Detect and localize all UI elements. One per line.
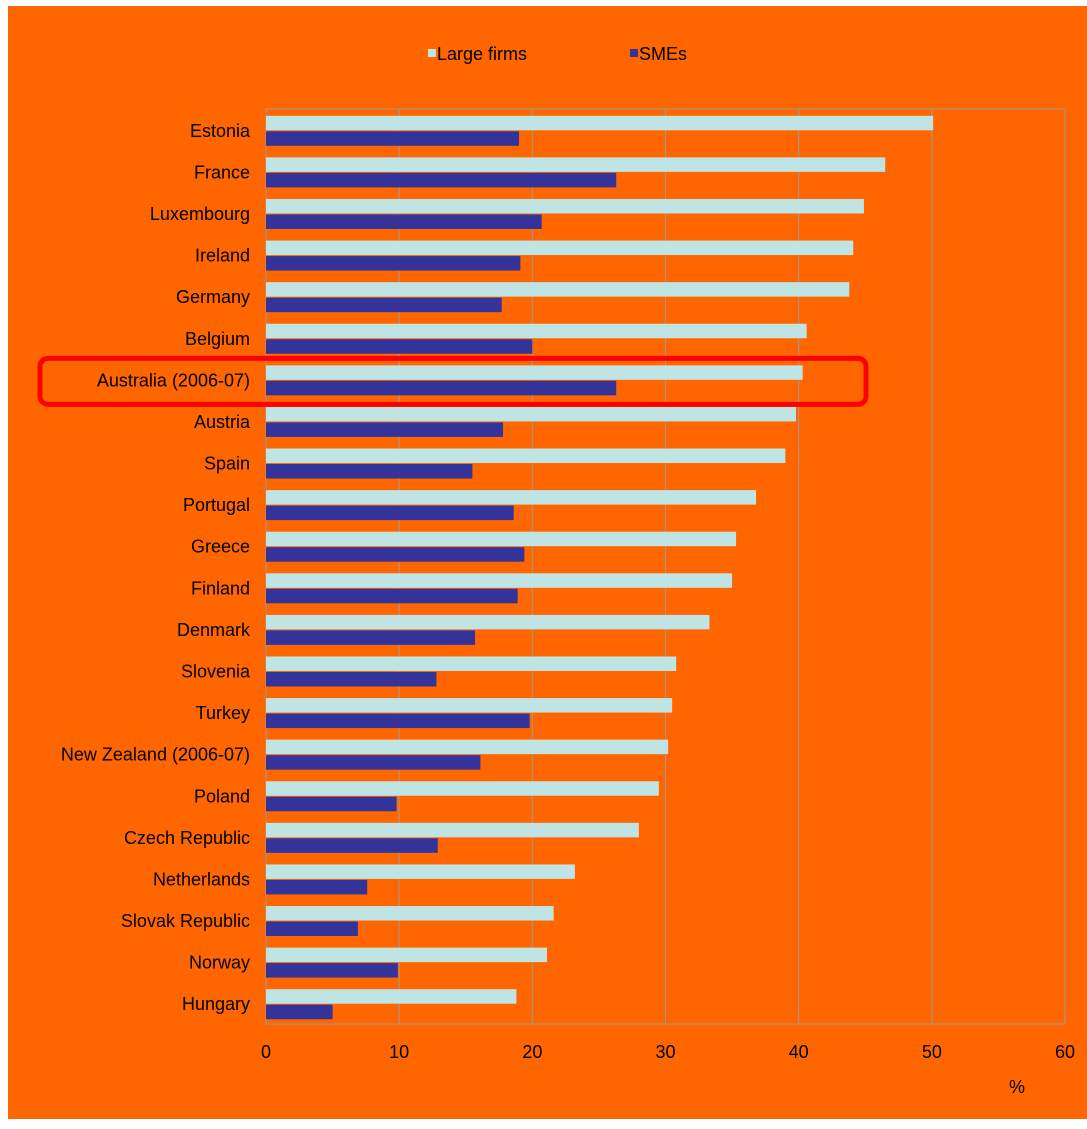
category-label: Poland <box>194 786 250 806</box>
bar-smes-slovenia <box>266 671 437 687</box>
bar-smes-czech-republic <box>266 838 438 853</box>
category-label: Portugal <box>183 495 250 515</box>
category-label: Estonia <box>190 121 251 141</box>
category-label: Australia (2006-07) <box>97 370 250 390</box>
bar-large-firms-czech-republic <box>266 822 639 838</box>
category-label: Austria <box>194 412 251 432</box>
legend-label-smes: SMEs <box>639 44 687 64</box>
bar-smes-portugal <box>266 505 514 521</box>
highlight-box <box>37 355 869 407</box>
category-label: New Zealand (2006-07) <box>61 745 250 765</box>
bar-smes-new-zealand-2006-07 <box>266 755 481 770</box>
bar-smes-netherlands <box>266 879 368 895</box>
category-label: Finland <box>191 578 250 598</box>
legend-swatch-large-firms <box>428 49 436 57</box>
bar-smes-spain <box>266 464 473 479</box>
category-label: Spain <box>204 454 250 474</box>
bar-chart: 0 10 20 30 40 50 60% Estonia France Luxembourg Ire… <box>37 44 1075 1097</box>
x-tick-label: 0 <box>261 1042 271 1062</box>
bar-large-firms-france <box>266 157 886 172</box>
category-label: Luxembourg <box>150 204 250 224</box>
bar-large-firms-belgium <box>266 323 807 339</box>
bar-smes-france <box>266 172 617 188</box>
category-label: Ireland <box>195 246 250 266</box>
bar-smes-greece <box>266 547 525 562</box>
x-tick-label: 30 <box>655 1042 675 1062</box>
bar-smes-norway <box>266 963 398 978</box>
bar-smes-estonia <box>266 131 520 146</box>
bar-large-firms-estonia <box>266 115 934 131</box>
x-tick-label: 40 <box>789 1042 809 1062</box>
bar-smes-slovak-republic <box>266 921 358 937</box>
x-tick-label: 20 <box>522 1042 542 1062</box>
x-tick-label: 60 <box>1055 1042 1075 1062</box>
bar-large-firms-turkey <box>266 698 673 713</box>
bar-large-firms-germany <box>266 282 850 297</box>
category-label: Czech Republic <box>124 828 250 848</box>
category-label: Slovenia <box>181 661 251 681</box>
bar-large-firms-portugal <box>266 490 757 505</box>
legend-swatch-smes <box>630 49 638 57</box>
bar-large-firms-slovak-republic <box>266 906 554 921</box>
bar-smes-finland <box>266 588 518 604</box>
category-label: Slovak Republic <box>121 911 250 931</box>
bar-smes-belgium <box>266 339 533 354</box>
legend-label-large-firms: Large firms <box>437 44 527 64</box>
bar-large-firms-poland <box>266 781 659 796</box>
bar-large-firms-slovenia <box>266 656 677 671</box>
bar-large-firms-finland <box>266 573 733 588</box>
bar-smes-denmark <box>266 630 476 645</box>
bar-smes-australia-2006-07 <box>266 380 617 396</box>
bar-large-firms-new-zealand-2006-07 <box>266 739 669 755</box>
category-label: Greece <box>191 537 250 557</box>
x-tick-label: 50 <box>922 1042 942 1062</box>
bar-smes-germany <box>266 297 502 313</box>
category-label: Turkey <box>196 703 250 723</box>
bar-large-firms-netherlands <box>266 864 575 879</box>
bar-smes-poland <box>266 796 397 812</box>
bar-smes-hungary <box>266 1004 333 1020</box>
category-label: France <box>194 162 250 182</box>
bar-smes-luxembourg <box>266 214 542 229</box>
bar-smes-turkey <box>266 713 530 729</box>
category-label: Norway <box>189 953 250 973</box>
chart-frame: 0 10 20 30 40 50 60% Estonia France Luxembourg Ire… <box>8 6 1087 1119</box>
bar-large-firms-greece <box>266 531 737 547</box>
bar-large-firms-australia-2006-07 <box>266 365 803 380</box>
category-label: Belgium <box>185 329 250 349</box>
bar-smes-ireland <box>266 256 521 271</box>
bar-large-firms-luxembourg <box>266 198 864 214</box>
x-axis-label: % <box>1009 1077 1025 1097</box>
bar-large-firms-ireland <box>266 240 854 256</box>
x-tick-label: 10 <box>389 1042 409 1062</box>
bar-large-firms-austria <box>266 406 797 422</box>
bar-large-firms-denmark <box>266 614 710 630</box>
category-label: Germany <box>176 287 250 307</box>
category-label: Netherlands <box>153 869 250 889</box>
bar-large-firms-hungary <box>266 989 517 1004</box>
bar-large-firms-spain <box>266 448 786 464</box>
category-label: Hungary <box>182 994 250 1014</box>
bar-smes-austria <box>266 422 504 437</box>
bar-large-firms-norway <box>266 947 547 963</box>
category-label: Denmark <box>177 620 251 640</box>
